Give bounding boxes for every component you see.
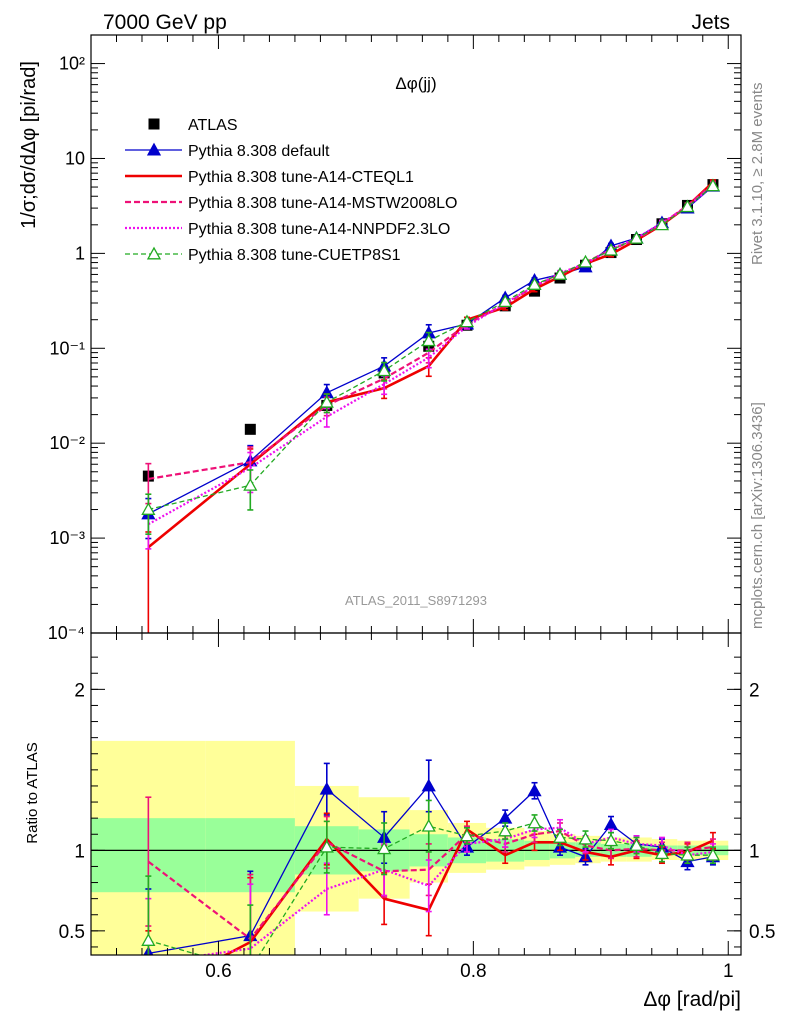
ratio-y-tick-label: 2: [74, 680, 85, 701]
ratio-y-tick-label-right: 1: [749, 841, 760, 862]
ratio-series-point: [629, 838, 644, 851]
series-point: [243, 477, 258, 491]
legend-item-pythia-8-308-tune-a14-mstw2008lo: Pythia 8.308 tune-A14-MSTW2008LO: [125, 195, 457, 212]
series-point: [578, 254, 593, 268]
y-axis-label: 1/σ;dσ/dΔφ [pi/rad]: [18, 61, 40, 229]
ratio-series-point: [578, 831, 593, 845]
legend-label: Pythia 8.308 tune-CUETP8S1: [188, 247, 401, 264]
series-point: [705, 178, 721, 192]
ratio-series-point: [552, 830, 568, 843]
legend-item-pythia-8-308-tune-a14-nnpdf2-3lo: Pythia 8.308 tune-A14-NNPDF2.3LO: [125, 221, 450, 238]
ratio-series-point: [141, 933, 156, 946]
ratio-panel-axes: 0.5 0.5 1 1 2 2 0.6 0.8 1: [59, 633, 775, 982]
ratio-series-point: [680, 847, 695, 861]
y-tick-label: 1: [75, 243, 85, 263]
side-label-mcplots: mcplots.cern.ch [arXiv:1306.3436]: [749, 402, 766, 629]
y-tick-label: 10⁻⁴: [48, 623, 85, 643]
header-right: Jets: [691, 11, 730, 34]
header-left: 7000 GeV pp: [103, 11, 227, 34]
legend-marker: [146, 246, 162, 260]
y-tick-label: 10: [65, 148, 85, 168]
y-tick-label: 10⁻²: [49, 433, 85, 453]
ratio-y-tick-label-right: 2: [749, 680, 760, 701]
y-tick-label: 10⁻¹: [49, 338, 85, 358]
y-tick-label: 10⁻³: [49, 528, 85, 548]
x-tick-label: 0.6: [205, 961, 231, 982]
series-point: [319, 394, 334, 408]
legend-label: Pythia 8.308 tune-A14-MSTW2008LO: [188, 195, 457, 212]
series-point: [680, 199, 695, 213]
ratio-y-tick-label: 0.5: [59, 922, 85, 943]
legend-label: ATLAS: [188, 117, 238, 134]
ratio-series-point: [705, 847, 721, 861]
ratio-series-point: [319, 839, 334, 853]
series-point: [654, 217, 670, 231]
x-axis-label: Δφ [rad/pi]: [643, 988, 741, 1011]
x-tick-label: 1: [723, 961, 734, 982]
ratio-series-point: [459, 828, 475, 842]
watermark: ATLAS_2011_S8971293: [345, 593, 487, 608]
series-point: [459, 314, 475, 328]
ratio-series-point: [654, 846, 670, 860]
ratio-series-point: [319, 781, 334, 795]
legend-label: Pythia 8.308 tune-A14-NNPDF2.3LO: [188, 221, 450, 238]
ratio-series-point: [603, 833, 619, 847]
ratio-series-point: [377, 841, 392, 855]
legend-marker: [148, 118, 160, 130]
series-point: [421, 333, 436, 347]
legend-item-atlas: ATLAS: [148, 117, 238, 134]
y-tick-label: 10²: [59, 54, 85, 74]
legend-marker: [146, 142, 162, 156]
series-point: [552, 267, 568, 280]
series-point: [141, 502, 156, 515]
series-point: [629, 231, 644, 244]
series-point: [527, 277, 542, 290]
side-label-rivet: Rivet 3.1.10, ≥ 2.8M events: [749, 83, 766, 266]
ratio-series-point: [421, 818, 436, 832]
series-point: [603, 242, 619, 256]
series-pythia-8-308-tune-cuetp8s1: [141, 178, 721, 535]
series-point: [377, 363, 392, 377]
legend-item-pythia-8-308-default: Pythia 8.308 default: [125, 142, 330, 160]
ratio-series-point: [244, 963, 256, 974]
ratio-series-point: [527, 783, 542, 797]
legend-label: Pythia 8.308 tune-A14-CTEQL1: [188, 169, 414, 186]
atlas-point: [244, 423, 256, 435]
legend-item-pythia-8-308-tune-a14-cteql1: Pythia 8.308 tune-A14-CTEQL1: [125, 169, 414, 186]
ratio-panel-frame: [90, 632, 742, 956]
ratio-series-point: [498, 823, 513, 837]
main-panel: [141, 178, 721, 633]
ratio-series-point: [603, 817, 619, 831]
legend: ATLAS Pythia 8.308 default Pythia 8.308 tu…: [125, 117, 457, 264]
series-point: [498, 294, 513, 308]
ratio-series-point: [421, 778, 436, 792]
legend-item-pythia-8-308-tune-cuetp8s1: Pythia 8.308 tune-CUETP8S1: [125, 246, 401, 264]
main-panel-axes: 10⁻⁴ 10⁻³ 10⁻² 10⁻¹ 1 10 10²: [48, 34, 741, 643]
ratio-y-tick-label: 1: [74, 841, 85, 862]
ratio-y-tick-label-right: 0.5: [749, 922, 775, 943]
ratio-y-axis-label: Ratio to ATLAS: [24, 742, 41, 843]
ratio-panel: [91, 759, 741, 974]
ratio-series-point: [527, 815, 542, 829]
x-tick-label: 0.8: [460, 961, 486, 982]
plot-title: Δφ(jj): [395, 74, 436, 93]
ratio-series-pythia-8-308-tune-cuetp8s1: [141, 799, 721, 974]
legend-label: Pythia 8.308 default: [188, 143, 330, 160]
